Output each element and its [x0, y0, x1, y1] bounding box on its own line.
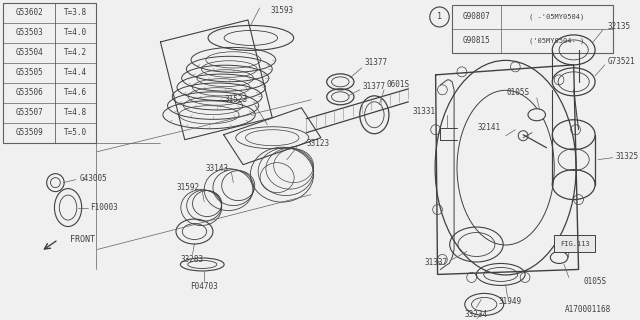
Text: 31331: 31331 [413, 107, 436, 116]
Bar [554, 235, 595, 252]
Text: 0601S: 0601S [387, 80, 410, 89]
Text: T=4.2: T=4.2 [64, 48, 88, 57]
Ellipse shape [528, 109, 545, 121]
Text: 33234: 33234 [465, 310, 488, 319]
Circle shape [47, 174, 64, 192]
Text: 33143: 33143 [205, 164, 228, 173]
Text: A170001168: A170001168 [564, 305, 611, 314]
Text: F04703: F04703 [190, 282, 218, 291]
Text: 33283: 33283 [181, 255, 204, 264]
Text: G53503: G53503 [15, 28, 43, 37]
Text: G53507: G53507 [15, 108, 43, 117]
Text: 31325: 31325 [616, 152, 639, 161]
Text: 31593: 31593 [270, 6, 293, 15]
Text: T=3.8: T=3.8 [64, 8, 88, 18]
Text: 31523: 31523 [225, 95, 248, 104]
Text: G43005: G43005 [80, 174, 108, 183]
Text: T=5.0: T=5.0 [64, 128, 88, 137]
Text: FRONT: FRONT [70, 235, 95, 244]
Text: G90815: G90815 [463, 36, 490, 45]
Circle shape [518, 131, 528, 141]
Text: T=4.8: T=4.8 [64, 108, 88, 117]
Text: T=4.0: T=4.0 [64, 28, 88, 37]
Text: G53506: G53506 [15, 88, 43, 97]
Text: ('05MY0504- ): ('05MY0504- ) [529, 38, 584, 44]
Bar [452, 5, 612, 53]
Text: FIG.113: FIG.113 [560, 241, 589, 246]
Text: 32135: 32135 [608, 22, 631, 31]
Bar [3, 3, 96, 143]
Text: 0105S: 0105S [507, 88, 530, 97]
Text: T=4.4: T=4.4 [64, 68, 88, 77]
Text: G73521: G73521 [608, 57, 636, 66]
Text: G90807: G90807 [463, 12, 490, 21]
Text: 31337: 31337 [424, 258, 447, 267]
Text: 31377: 31377 [365, 58, 388, 68]
Ellipse shape [550, 252, 568, 263]
Text: G53602: G53602 [15, 8, 43, 18]
Text: 1: 1 [437, 12, 442, 21]
Text: F10003: F10003 [90, 203, 118, 212]
Text: T=4.6: T=4.6 [64, 88, 88, 97]
Text: 31377: 31377 [363, 82, 386, 91]
Text: G53505: G53505 [15, 68, 43, 77]
Text: G53504: G53504 [15, 48, 43, 57]
Text: 0105S: 0105S [584, 277, 607, 286]
Text: 31949: 31949 [499, 297, 522, 306]
Text: 31592: 31592 [176, 183, 199, 192]
Text: G53509: G53509 [15, 128, 43, 137]
Circle shape [430, 7, 449, 27]
Text: 33123: 33123 [307, 139, 330, 148]
Text: 32141: 32141 [477, 123, 500, 132]
Text: ( -'05MY0504): ( -'05MY0504) [529, 14, 584, 20]
